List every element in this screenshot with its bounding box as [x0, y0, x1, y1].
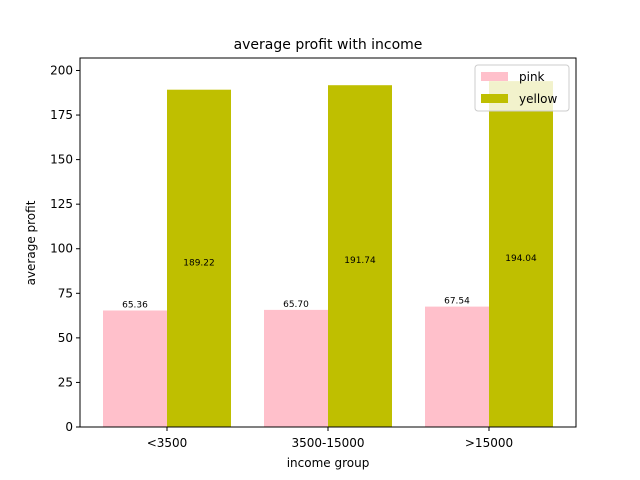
bar-yellow-1 — [328, 85, 392, 427]
y-tick-label: 0 — [65, 420, 73, 434]
axes-layer: 0 25 50 75 100 125 150 175 200 <3500 3500-15000 >15… — [50, 57, 577, 450]
y-tick-label: 125 — [50, 197, 73, 211]
legend: pink yellow — [474, 64, 570, 112]
data-label-yellow-1: 191.74 — [344, 256, 376, 266]
y-tick-label: 200 — [50, 63, 73, 77]
legend-label-pink: pink — [519, 70, 545, 84]
bar-pink-1 — [264, 309, 328, 427]
bar-yellow-2 — [489, 81, 553, 428]
legend-swatch-yellow — [481, 94, 508, 103]
x-tick-label: 3500-15000 — [291, 436, 364, 450]
bar-yellow-0 — [167, 89, 231, 427]
y-tick-label: 50 — [58, 331, 73, 345]
y-tick-label: 25 — [58, 375, 73, 389]
y-axis-label: average profit — [24, 200, 38, 285]
y-tick-label: 100 — [50, 242, 73, 256]
bars-layer: 65.36 65.70 67.54 189.22 191.74 194.04 — [103, 81, 553, 428]
x-tick-label: >15000 — [465, 436, 513, 450]
y-tick-label: 75 — [58, 286, 73, 300]
x-tick-label: <3500 — [147, 436, 188, 450]
data-label-pink-1: 65.70 — [283, 300, 309, 310]
bar-pink-0 — [103, 310, 167, 427]
chart-title: average profit with income — [234, 37, 423, 53]
bar-pink-2 — [425, 306, 489, 427]
y-tick-label: 175 — [50, 108, 73, 122]
legend-swatch-pink — [481, 72, 508, 81]
data-label-yellow-2: 194.04 — [505, 254, 537, 264]
x-axis-label: income group — [287, 456, 370, 470]
y-tick-label: 150 — [50, 153, 73, 167]
data-label-yellow-0: 189.22 — [183, 258, 215, 268]
data-label-pink-2: 67.54 — [444, 297, 470, 307]
data-label-pink-0: 65.36 — [122, 300, 148, 310]
legend-label-yellow: yellow — [519, 92, 557, 106]
